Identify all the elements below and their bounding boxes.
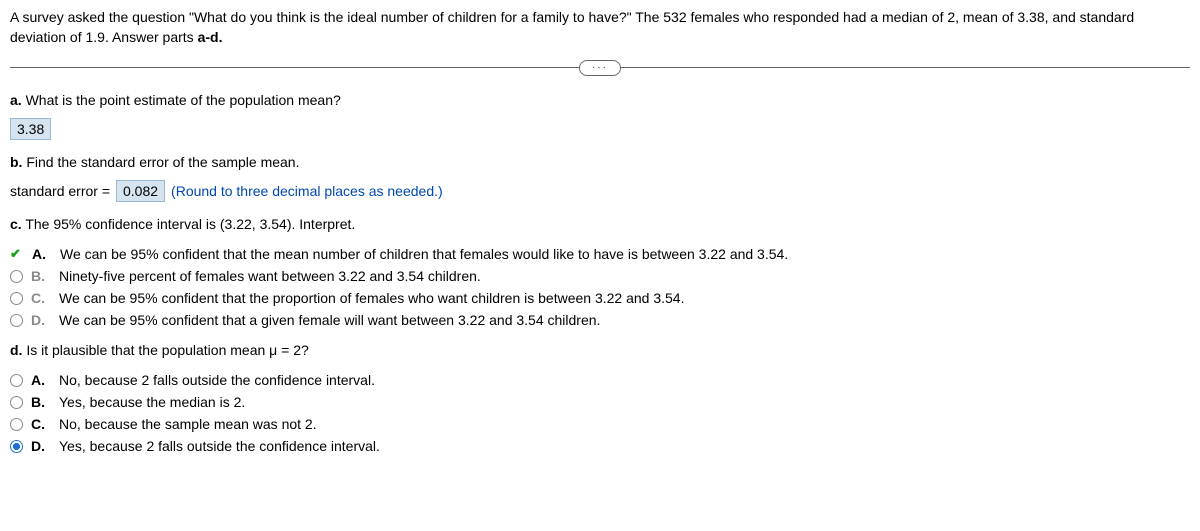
option-row[interactable]: C. No, because the sample mean was not 2… bbox=[10, 416, 1190, 432]
intro-text: A survey asked the question "What do you… bbox=[10, 9, 1134, 45]
option-row[interactable]: C. We can be 95% confident that the prop… bbox=[10, 290, 1190, 306]
part-c: c. The 95% confidence interval is (3.22,… bbox=[10, 216, 1190, 328]
part-d-question: d. Is it plausible that the population m… bbox=[10, 342, 1190, 358]
part-b-label: b. bbox=[10, 154, 22, 170]
radio-correct-icon bbox=[10, 248, 24, 262]
option-letter: D. bbox=[31, 438, 51, 454]
option-text: No, because 2 falls outside the confiden… bbox=[59, 372, 1190, 388]
radio-icon bbox=[10, 270, 23, 283]
radio-icon bbox=[10, 374, 23, 387]
part-a-text: What is the point estimate of the popula… bbox=[22, 92, 341, 108]
part-b-question: b. Find the standard error of the sample… bbox=[10, 154, 1190, 170]
radio-icon bbox=[10, 292, 23, 305]
option-text: We can be 95% confident that the mean nu… bbox=[60, 246, 1190, 262]
part-b-text: Find the standard error of the sample me… bbox=[22, 154, 299, 170]
radio-icon bbox=[10, 396, 23, 409]
radio-icon bbox=[10, 418, 23, 431]
option-text: We can be 95% confident that a given fem… bbox=[59, 312, 1190, 328]
option-letter: A. bbox=[31, 372, 51, 388]
radio-icon bbox=[10, 314, 23, 327]
part-b-answer-input[interactable]: 0.082 bbox=[116, 180, 165, 202]
option-row[interactable]: A. We can be 95% confident that the mean… bbox=[10, 246, 1190, 262]
part-a-answer-input[interactable]: 3.38 bbox=[10, 118, 51, 140]
intro-bold: a-d. bbox=[198, 29, 223, 45]
option-row[interactable]: A. No, because 2 falls outside the confi… bbox=[10, 372, 1190, 388]
option-text: No, because the sample mean was not 2. bbox=[59, 416, 1190, 432]
part-b-hint: (Round to three decimal places as needed… bbox=[171, 183, 443, 199]
option-text: Ninety-five percent of females want betw… bbox=[59, 268, 1190, 284]
divider-with-expand: ··· bbox=[10, 67, 1190, 68]
part-a: a. What is the point estimate of the pop… bbox=[10, 92, 1190, 140]
part-c-label: c. bbox=[10, 216, 22, 232]
option-text: Yes, because 2 falls outside the confide… bbox=[59, 438, 1190, 454]
ellipsis-icon: ··· bbox=[592, 62, 608, 73]
part-b-prefix: standard error = bbox=[10, 183, 110, 199]
option-letter: C. bbox=[31, 290, 51, 306]
part-c-question: c. The 95% confidence interval is (3.22,… bbox=[10, 216, 1190, 232]
option-letter: A. bbox=[32, 246, 52, 262]
radio-selected-icon bbox=[10, 440, 23, 453]
part-c-options: A. We can be 95% confident that the mean… bbox=[10, 246, 1190, 328]
part-a-question: a. What is the point estimate of the pop… bbox=[10, 92, 1190, 108]
expand-pill-button[interactable]: ··· bbox=[579, 60, 621, 76]
part-a-label: a. bbox=[10, 92, 22, 108]
option-row[interactable]: B. Yes, because the median is 2. bbox=[10, 394, 1190, 410]
part-d-options: A. No, because 2 falls outside the confi… bbox=[10, 372, 1190, 454]
part-d-label: d. bbox=[10, 342, 22, 358]
option-row[interactable]: B. Ninety-five percent of females want b… bbox=[10, 268, 1190, 284]
part-b: b. Find the standard error of the sample… bbox=[10, 154, 1190, 202]
part-b-answer-row: standard error = 0.082 (Round to three d… bbox=[10, 180, 1190, 202]
option-letter: D. bbox=[31, 312, 51, 328]
part-d: d. Is it plausible that the population m… bbox=[10, 342, 1190, 454]
part-d-text: Is it plausible that the population mean… bbox=[22, 342, 308, 358]
option-row[interactable]: D. Yes, because 2 falls outside the conf… bbox=[10, 438, 1190, 454]
option-text: Yes, because the median is 2. bbox=[59, 394, 1190, 410]
option-text: We can be 95% confident that the proport… bbox=[59, 290, 1190, 306]
option-letter: B. bbox=[31, 268, 51, 284]
question-intro: A survey asked the question "What do you… bbox=[10, 8, 1190, 47]
option-row[interactable]: D. We can be 95% confident that a given … bbox=[10, 312, 1190, 328]
part-c-text: The 95% confidence interval is (3.22, 3.… bbox=[22, 216, 356, 232]
option-letter: C. bbox=[31, 416, 51, 432]
option-letter: B. bbox=[31, 394, 51, 410]
